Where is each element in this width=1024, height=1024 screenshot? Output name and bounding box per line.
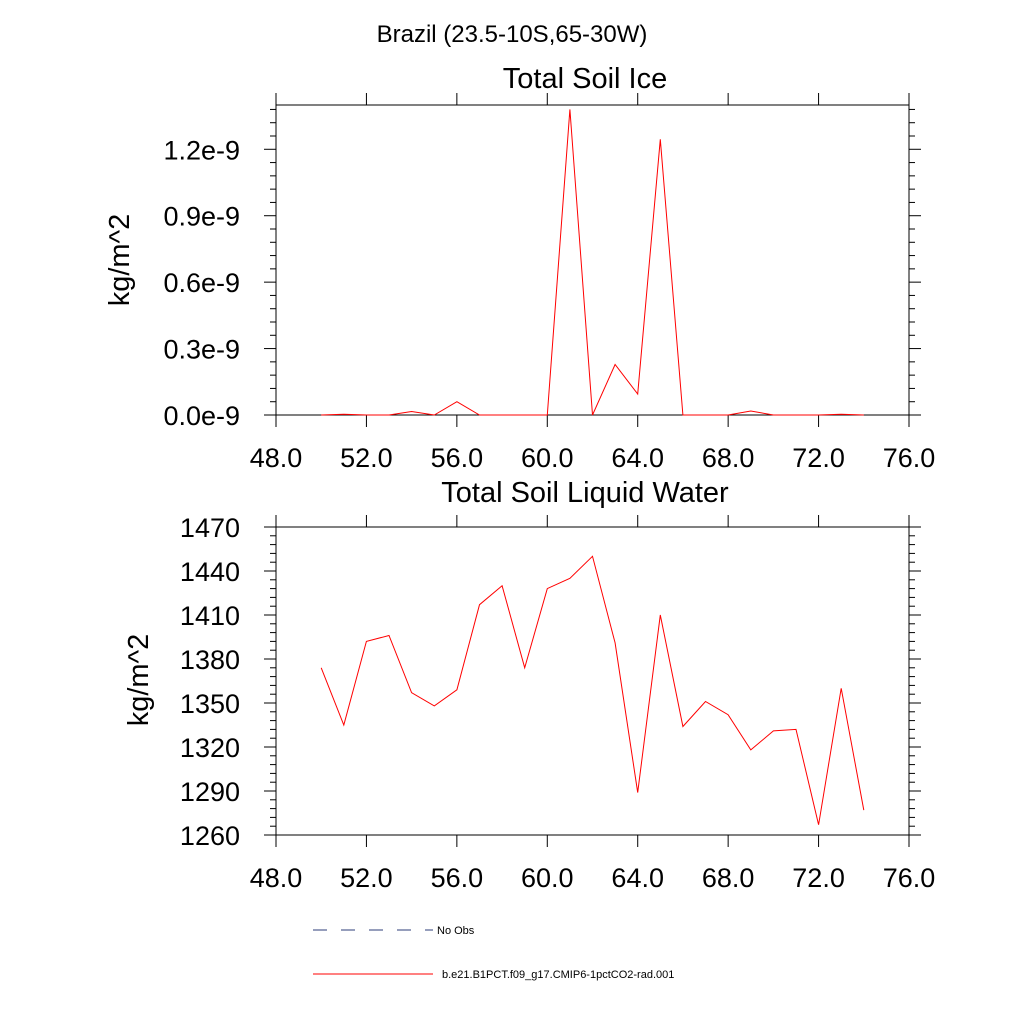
soil-ice-ylabel: kg/m^2	[104, 214, 136, 307]
x-tick-label: 52.0	[340, 443, 393, 473]
y-tick-label: 1470	[180, 513, 240, 543]
page-title: Brazil (23.5-10S,65-30W)	[377, 21, 648, 48]
x-tick-label: 76.0	[883, 443, 936, 473]
x-tick-label: 48.0	[250, 863, 303, 893]
legend-obs-label: No Obs	[437, 925, 475, 937]
x-tick-label: 52.0	[340, 863, 393, 893]
x-tick-label: 72.0	[792, 863, 845, 893]
y-tick-label: 1320	[180, 733, 240, 763]
soil-liquid-water-title: Total Soil Liquid Water	[441, 477, 729, 509]
x-tick-label: 60.0	[521, 443, 574, 473]
series-line	[320, 555, 865, 825]
x-tick-label: 48.0	[250, 443, 303, 473]
y-tick-label: 1.2e-9	[163, 135, 240, 165]
x-tick-label: 56.0	[431, 443, 484, 473]
y-tick-label: 1350	[180, 689, 240, 719]
x-tick-label: 60.0	[521, 863, 574, 893]
y-tick-label: 1290	[180, 777, 240, 807]
x-tick-label: 56.0	[431, 863, 484, 893]
legend: No Obs b.e21.B1PCT.f09_g17.CMIP6-1pctCO2…	[313, 925, 674, 981]
x-tick-label: 64.0	[611, 863, 664, 893]
series-line	[321, 109, 864, 416]
soil-ice-title: Total Soil Ice	[503, 63, 667, 95]
y-tick-label: 1410	[180, 601, 240, 631]
soil-ice-panel: Total Soil Ice kg/m^2 48.0 52.0 56.0 60.0 64…	[104, 63, 935, 473]
x-tick-label: 64.0	[611, 443, 664, 473]
plot-frame	[275, 104, 910, 416]
y-tick-label: 0.0e-9	[163, 401, 240, 431]
plot-frame	[275, 526, 910, 836]
x-tick-label: 76.0	[883, 863, 936, 893]
y-tick-label: 0.3e-9	[163, 335, 240, 365]
x-tick-label: 68.0	[702, 863, 755, 893]
y-tick-label: 1380	[180, 645, 240, 675]
y-tick-label: 0.6e-9	[163, 268, 240, 298]
soil-liquid-water-ylabel: kg/m^2	[123, 634, 155, 727]
y-tick-label: 1440	[180, 557, 240, 587]
y-tick-label: 0.9e-9	[163, 202, 240, 232]
legend-model-label: b.e21.B1PCT.f09_g17.CMIP6-1pctCO2-rad.00…	[442, 969, 674, 981]
soil-liquid-water-panel: Total Soil Liquid Water kg/m^2 48.0 52.0 5…	[123, 477, 935, 893]
y-tick-label: 1260	[180, 821, 240, 851]
x-tick-label: 68.0	[702, 443, 755, 473]
x-tick-label: 72.0	[792, 443, 845, 473]
